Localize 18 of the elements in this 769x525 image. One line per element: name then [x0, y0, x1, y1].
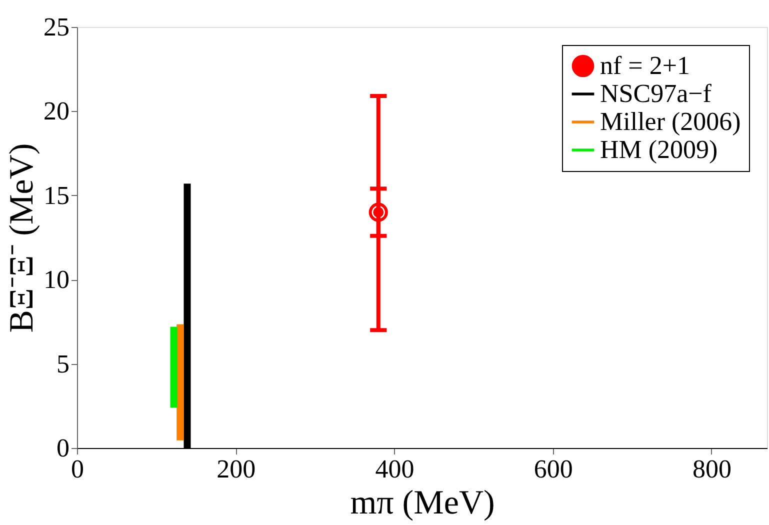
y-tick-label: 5 — [56, 349, 70, 378]
y-tick-label: 10 — [44, 265, 70, 294]
legend-label: nf = 2+1 — [600, 51, 690, 80]
bar — [170, 326, 178, 408]
y-tick-label: 0 — [56, 434, 70, 462]
x-tick-label: 200 — [216, 454, 256, 484]
x-tick-label: 800 — [692, 454, 732, 484]
y-tick-label: 20 — [44, 96, 70, 126]
y-axis-title: BΞ⁻Ξ⁻ (MeV) — [4, 143, 40, 333]
legend-label: HM (2009) — [600, 135, 718, 164]
legend-label: Miller (2006) — [600, 107, 741, 136]
x-axis-title: mπ (MeV) — [350, 484, 495, 522]
x-tick-label: 600 — [534, 454, 573, 484]
legend-label: NSC97a−f — [600, 79, 712, 108]
x-tick-label: 400 — [375, 454, 414, 484]
y-tick-label: 15 — [44, 180, 70, 210]
bar — [176, 324, 184, 440]
y-tick-label: 25 — [44, 12, 70, 42]
